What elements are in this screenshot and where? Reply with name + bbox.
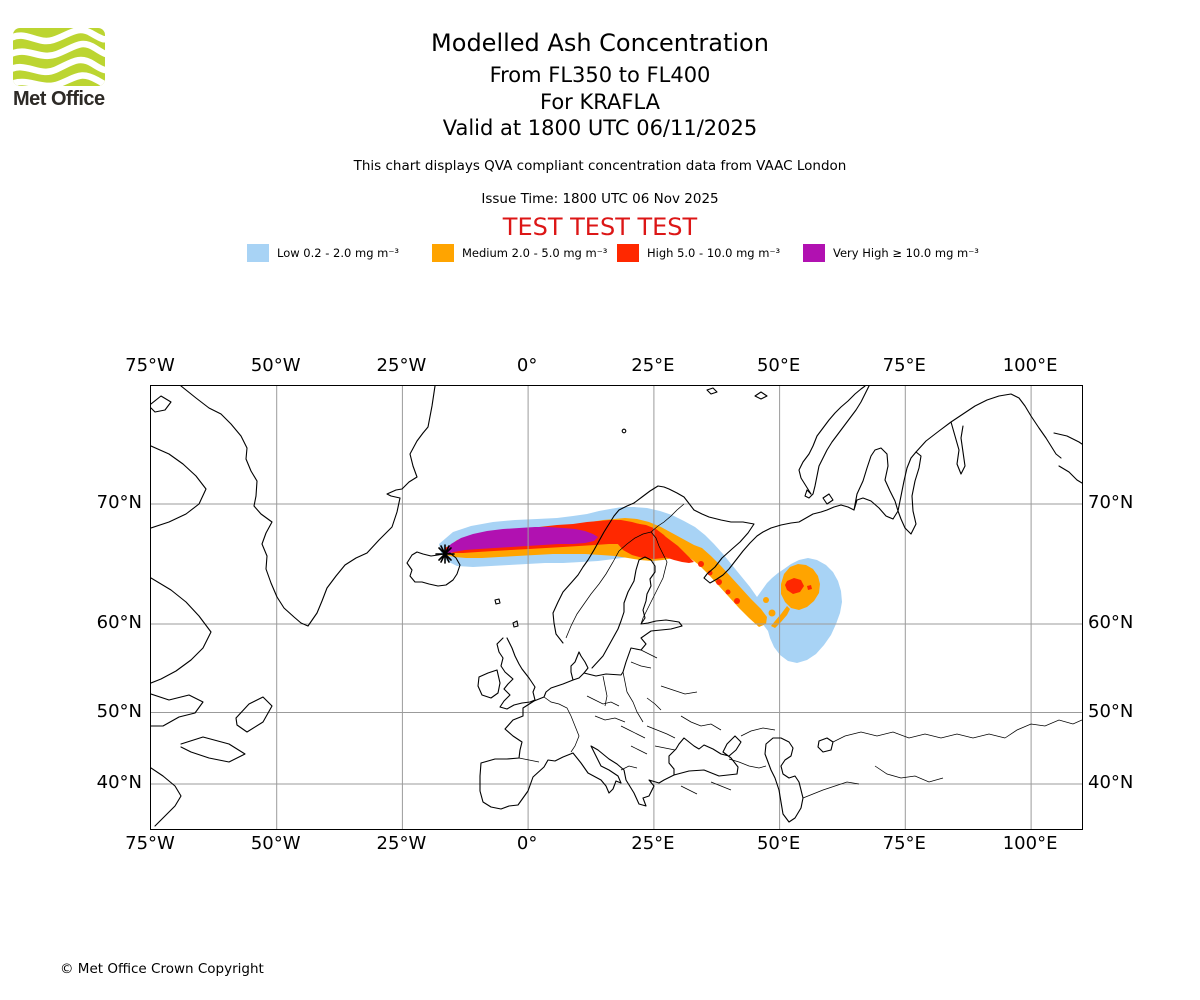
issue-time: Issue Time: 1800 UTC 06 Nov 2025 <box>481 191 719 207</box>
lat-tick-left-2: 50°N <box>96 700 142 722</box>
lon-tick-top-2: 25°W <box>376 355 427 376</box>
legend-swatch-high <box>617 244 639 262</box>
lon-tick-top-1: 50°W <box>250 355 301 376</box>
subtitle-flight-levels: From FL350 to FL400 <box>489 63 711 87</box>
copyright-notice: © Met Office Crown Copyright <box>60 961 264 977</box>
legend-swatch-very-high <box>803 244 825 262</box>
ash-plume-very-high-layer <box>444 527 598 554</box>
lon-tick-top-4: 25°E <box>631 355 675 376</box>
lon-tick-bottom-3: 0° <box>516 833 538 854</box>
lat-tick-left-3: 40°N <box>96 772 142 793</box>
legend-item-high: High 5.0 - 10.0 mg m⁻³ <box>617 243 780 263</box>
lat-tick-right-3: 40°N <box>1088 772 1134 793</box>
legend-item-medium: Medium 2.0 - 5.0 mg m⁻³ <box>432 243 607 263</box>
lon-tick-bottom-1: 50°W <box>250 833 301 854</box>
test-banner: TEST TEST TEST <box>502 213 698 241</box>
lon-tick-top-5: 50°E <box>756 355 801 376</box>
lat-tick-right-2: 50°N <box>1088 700 1134 722</box>
volcano-source-marker <box>435 544 455 564</box>
met-office-logo-icon <box>13 28 105 86</box>
subtitle-volcano: For KRAFLA <box>540 90 660 114</box>
graticule <box>151 386 1082 829</box>
map-canvas <box>151 386 1082 829</box>
legend-swatch-medium <box>432 244 454 262</box>
subtitle-valid-time: Valid at 1800 UTC 06/11/2025 <box>442 116 758 140</box>
lon-tick-top-3: 0° <box>516 355 538 376</box>
legend-label-high: High 5.0 - 10.0 mg m⁻³ <box>647 246 781 260</box>
lat-tick-left-1: 60°N <box>96 612 142 633</box>
lon-tick-bottom-2: 25°W <box>376 833 427 854</box>
legend-label-medium: Medium 2.0 - 5.0 mg m⁻³ <box>462 246 608 260</box>
legend-swatch-low <box>247 244 269 262</box>
legend-item-very-high: Very High ≥ 10.0 mg m⁻³ <box>803 243 979 263</box>
lon-tick-bottom-4: 25°E <box>631 833 675 854</box>
lon-tick-top-6: 75°E <box>882 355 926 376</box>
legend-label-low: Low 0.2 - 2.0 mg m⁻³ <box>277 246 400 260</box>
page-title: Modelled Ash Concentration <box>431 29 769 57</box>
legend-item-low: Low 0.2 - 2.0 mg m⁻³ <box>247 243 399 263</box>
coastlines <box>151 386 1082 827</box>
lon-tick-bottom-6: 75°E <box>882 833 926 854</box>
lon-tick-bottom-7: 100°E <box>1002 833 1058 854</box>
lon-tick-bottom-0: 75°W <box>125 833 175 854</box>
lon-tick-top-7: 100°E <box>1002 355 1058 376</box>
lon-tick-bottom-5: 50°E <box>756 833 801 854</box>
lat-tick-left-0: 70°N <box>96 492 142 513</box>
lon-tick-top-0: 75°W <box>125 355 175 376</box>
chart-description: This chart displays QVA compliant concen… <box>353 158 847 174</box>
lat-tick-right-0: 70°N <box>1088 492 1134 513</box>
country-borders <box>518 503 1082 799</box>
met-office-logo-text: Met Office <box>13 88 105 110</box>
met-office-logo <box>13 25 113 115</box>
ash-dispersion-map <box>150 385 1083 830</box>
lat-tick-right-1: 60°N <box>1088 612 1134 633</box>
legend-label-very-high: Very High ≥ 10.0 mg m⁻³ <box>833 246 979 260</box>
